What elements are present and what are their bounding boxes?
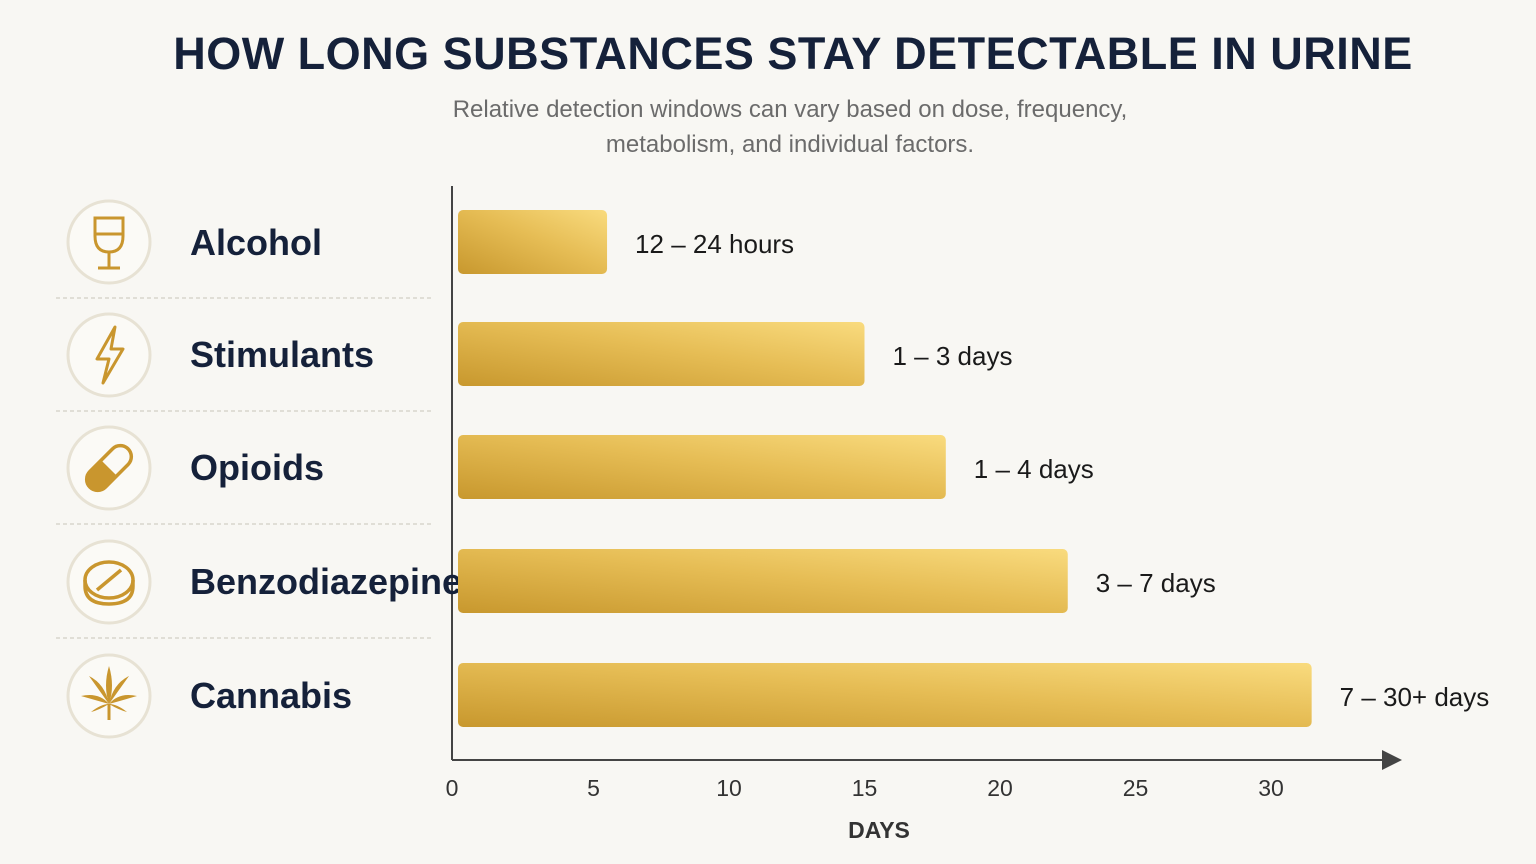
x-tick-label: 5 <box>587 775 600 801</box>
bar-opioids <box>458 435 946 499</box>
bar-stimulants <box>458 322 865 386</box>
x-tick-label: 15 <box>852 775 878 801</box>
value-label-opioids: 1 – 4 days <box>974 454 1094 484</box>
row-label-alcohol: Alcohol <box>190 222 322 263</box>
value-label-cannabis: 7 – 30+ days <box>1340 682 1490 712</box>
chart-title: HOW LONG SUBSTANCES STAY DETECTABLE IN U… <box>173 28 1413 79</box>
subtitle-line-1: Relative detection windows can vary base… <box>452 96 1128 123</box>
subtitle-line-2: metabolism, and individual factors. <box>605 131 975 158</box>
row-label-opioids: Opioids <box>190 447 324 488</box>
x-tick-label: 10 <box>716 775 742 801</box>
bar-alcohol <box>458 210 608 274</box>
pill-capsule-icon <box>66 425 152 511</box>
value-label-stimulants: 1 – 3 days <box>893 341 1013 371</box>
x-axis-title: DAYS <box>848 817 910 843</box>
x-tick-label: 30 <box>1258 775 1284 801</box>
tablet-icon <box>66 539 152 625</box>
bar-benzodiazepines <box>458 549 1068 613</box>
wine-glass-icon <box>66 199 152 285</box>
row-label-cannabis: Cannabis <box>190 675 352 716</box>
value-label-alcohol: 12 – 24 hours <box>635 229 794 259</box>
row-label-benzodiazepines: Benzodiazepines <box>190 561 482 602</box>
row-label-stimulants: Stimulants <box>190 334 374 375</box>
bar-cannabis <box>458 663 1312 727</box>
x-tick-label: 20 <box>987 775 1013 801</box>
x-tick-label: 0 <box>446 775 459 801</box>
cannabis-leaf-icon <box>66 653 152 739</box>
value-label-benzodiazepines: 3 – 7 days <box>1096 568 1216 598</box>
chart-subtitle: Relative detection windows can vary base… <box>0 92 1536 162</box>
x-tick-label: 25 <box>1123 775 1149 801</box>
lightning-bolt-icon <box>66 312 152 398</box>
